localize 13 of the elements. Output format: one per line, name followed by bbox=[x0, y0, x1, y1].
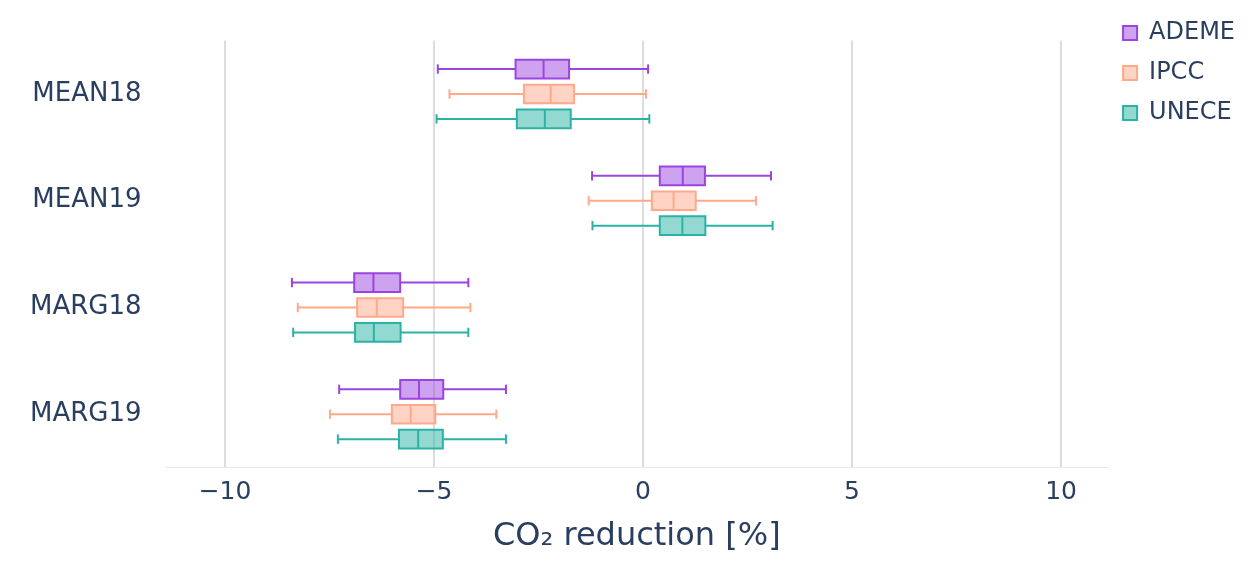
y-tick-label: MEAN18 bbox=[32, 76, 142, 107]
y-tick-label: MARG18 bbox=[30, 290, 142, 321]
x-tick-label: 10 bbox=[1045, 476, 1077, 506]
legend-label: IPCC bbox=[1149, 57, 1205, 86]
y-tick-label: MARG19 bbox=[30, 396, 142, 427]
x-axis-title: CO₂ reduction [%] bbox=[492, 515, 781, 554]
legend-label: ADEME bbox=[1149, 17, 1235, 46]
x-tick-label: 0 bbox=[635, 476, 652, 506]
x-tick-label: 5 bbox=[844, 476, 861, 506]
x-tick-label: −5 bbox=[415, 476, 453, 506]
legend-label: UNECE bbox=[1149, 97, 1232, 126]
y-tick-label: MEAN19 bbox=[32, 183, 142, 214]
x-tick-label: −10 bbox=[198, 476, 252, 506]
